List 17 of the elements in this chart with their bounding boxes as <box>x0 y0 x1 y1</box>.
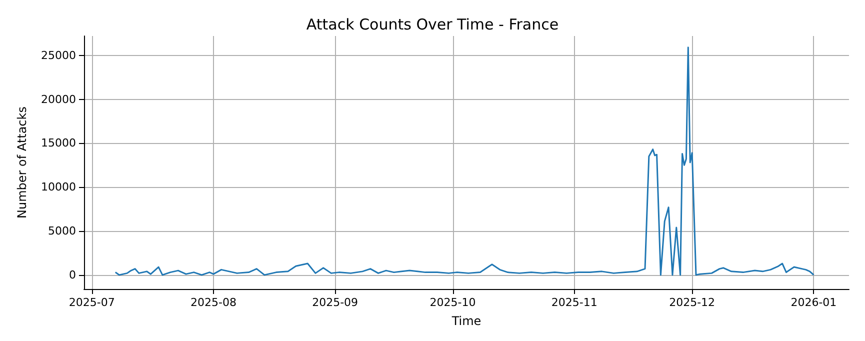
x-tick-label: 2025-12 <box>669 296 716 309</box>
x-tick-label: 2025-08 <box>190 296 236 309</box>
x-tick-label: 2025-10 <box>430 296 476 309</box>
y-axis-title: Number of Attacks <box>15 106 29 218</box>
y-tick-label: 25000 <box>41 48 76 62</box>
x-tick-label: 2025-11 <box>551 296 598 309</box>
x-axis-title: Time <box>450 314 482 328</box>
y-tick-label: 5000 <box>48 224 76 238</box>
y-tick-label: 20000 <box>41 92 76 106</box>
chart-title: Attack Counts Over Time - France <box>306 16 559 34</box>
y-tick-label: 0 <box>69 268 76 282</box>
x-tick-label: 2025-09 <box>312 296 358 309</box>
y-tick-label: 10000 <box>41 180 76 194</box>
y-tick-label: 15000 <box>41 136 76 150</box>
x-tick-label: 2026-01 <box>790 296 837 309</box>
line-series <box>114 46 814 276</box>
x-tick-label: 2025-07 <box>68 296 115 309</box>
